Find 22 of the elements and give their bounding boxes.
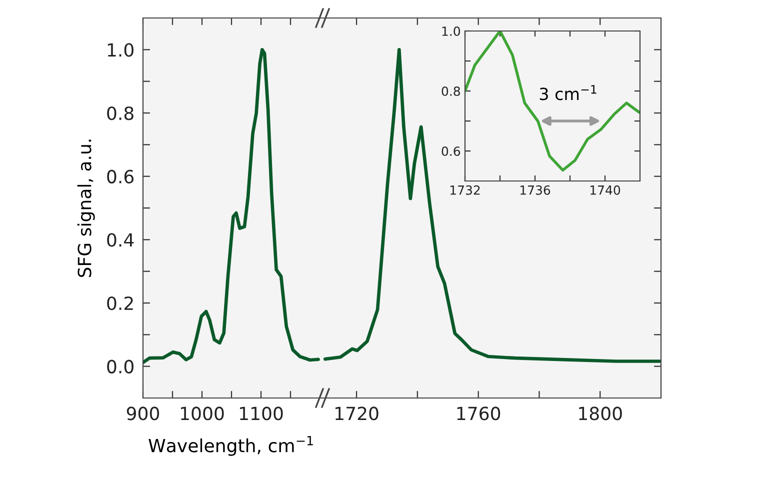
- y-tick-label: 0.6: [442, 146, 460, 156]
- x-tick-label: 1760: [457, 406, 500, 420]
- x-tick-label: 1736: [520, 185, 550, 195]
- x-tick-label: 1800: [579, 406, 622, 420]
- line-series: [143, 48, 320, 364]
- y-tick-label: 0.6: [107, 170, 134, 184]
- x-tick-label: 1000: [181, 406, 224, 420]
- y-axis-title: SFG signal, a.u.: [77, 140, 95, 278]
- x-tick-label: 1100: [240, 406, 283, 420]
- y-tick-label: 0.0: [107, 360, 134, 374]
- x-tick-label: 1732: [450, 185, 480, 195]
- y-tick-label: 1.0: [108, 43, 134, 57]
- x-tick-label: 900: [126, 406, 160, 420]
- annotation: 3 cm$^{−1}$: [540, 85, 596, 100]
- y-tick-label: 0.8: [442, 86, 460, 96]
- y-tick-label: 1.0: [442, 26, 460, 36]
- x-tick-label: 1740: [590, 185, 620, 195]
- x-tick-label: 1720: [336, 406, 378, 420]
- x-axis-title: Wavelength, cm$^{−1}$: [148, 436, 313, 456]
- y-tick-label: 0.8: [107, 106, 134, 120]
- y-tick-label: 0.2: [107, 296, 133, 310]
- y-tick-label: 0.4: [107, 233, 134, 247]
